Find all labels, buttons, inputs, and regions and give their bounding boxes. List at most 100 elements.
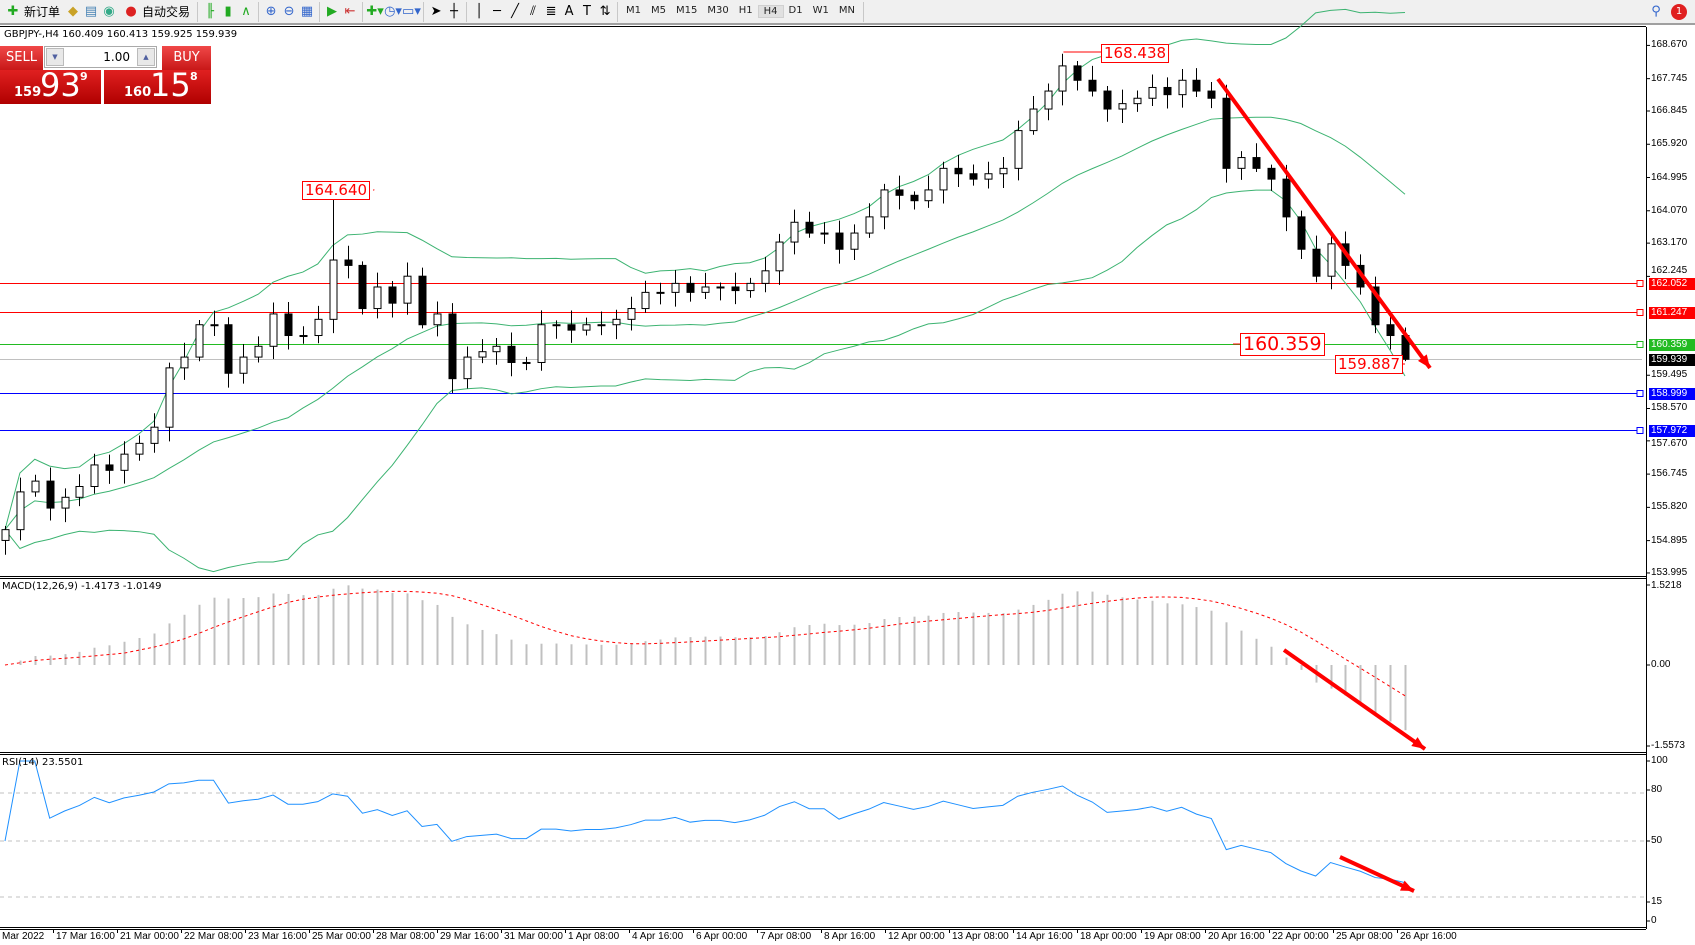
price-tick-label: 154.895 — [1651, 534, 1688, 546]
separator — [319, 1, 321, 22]
level-price-label: 157.972 — [1649, 424, 1695, 437]
lot-increase-button[interactable]: ▲ — [137, 48, 155, 66]
candle-bull — [984, 173, 993, 180]
sell-button[interactable]: SELL — [0, 46, 43, 70]
chart-shift-icon[interactable]: ⇤ — [344, 3, 356, 19]
candle-bear — [284, 313, 293, 337]
autoscroll-icon[interactable]: ▶ — [327, 3, 338, 19]
rsi-tick-label: 100 — [1651, 755, 1668, 766]
candle-bull — [627, 308, 636, 320]
candlestick-icon[interactable]: ▮ — [224, 3, 232, 19]
candle-bull — [16, 491, 25, 531]
candle-bull — [656, 291, 665, 294]
candle-bull — [90, 464, 99, 488]
trendline-icon[interactable]: ╱ — [511, 3, 519, 19]
level-handle — [1636, 341, 1644, 348]
timeframe-m5[interactable]: M5 — [651, 5, 667, 16]
separator — [617, 1, 619, 22]
timeframe-bar: M1 M5 M15 M30 H1 H4 D1 W1 MN — [621, 5, 860, 18]
timeframe-d1[interactable]: D1 — [788, 5, 803, 16]
time-label: 17 Mar 16:00 — [56, 931, 115, 942]
timeframe-m30[interactable]: M30 — [707, 5, 729, 16]
candle-bear — [1222, 97, 1231, 169]
time-label: 31 Mar 00:00 — [504, 931, 563, 942]
buy-button[interactable]: BUY — [162, 46, 211, 70]
macd-trend-arrow — [1282, 648, 1427, 751]
candle-bull — [1327, 243, 1336, 277]
timeframe-m15[interactable]: M15 — [676, 5, 698, 16]
separator — [466, 1, 468, 22]
lot-decrease-button[interactable]: ▼ — [46, 48, 64, 66]
price-tick-label: 156.745 — [1651, 468, 1688, 480]
crosshair-icon[interactable]: ┼ — [450, 3, 458, 19]
search-icon[interactable]: ⚲ — [1651, 3, 1661, 19]
candle-bear — [105, 464, 114, 471]
zoom-out-icon[interactable]: ⊖ — [283, 3, 295, 19]
zoom-in-icon[interactable]: ⊕ — [265, 3, 277, 19]
candle-bull — [1029, 108, 1038, 132]
candle-bear — [1282, 178, 1291, 218]
timeframe-mn[interactable]: MN — [838, 5, 855, 16]
text-label-icon[interactable]: T — [583, 3, 591, 19]
signals-icon[interactable]: ◉ — [103, 3, 115, 19]
vertical-line-icon[interactable]: │ — [475, 3, 483, 19]
market-watch-icon[interactable]: ▤ — [84, 3, 98, 19]
buy-price[interactable]: 160 15 8 — [104, 66, 211, 104]
periods-icon[interactable]: ◷▾ — [384, 3, 402, 19]
candle-bull — [61, 496, 70, 509]
text-icon[interactable]: A — [564, 3, 574, 19]
buy-price-pip: 8 — [190, 70, 198, 83]
candle-bull — [820, 232, 829, 235]
timeframe-h4[interactable]: H4 — [757, 5, 784, 18]
history-center-icon[interactable]: ◆ — [68, 3, 79, 19]
buy-price-big: 160 — [124, 85, 152, 100]
price-tick-label: 164.995 — [1651, 171, 1688, 183]
separator — [197, 1, 199, 22]
horizontal-line-icon[interactable]: ─ — [493, 3, 501, 19]
price-annotation-high2: 168.438 — [1101, 44, 1170, 63]
candle-bull — [254, 345, 263, 358]
price-tick-label: 168.670 — [1651, 39, 1688, 51]
templates-icon[interactable]: ▭▾ — [402, 3, 421, 19]
candle-bear — [1207, 90, 1216, 99]
timeframe-w1[interactable]: W1 — [812, 5, 829, 16]
toolbar: ✚ 新订单 ◆ ▤ ◉ ● 自动交易 ╟ ▮ ∧ ⊕ ⊖ ▦ ▶ ⇤ ✚▾ ◷▾ ▭… — [0, 0, 1695, 25]
line-chart-icon[interactable]: ∧ — [241, 3, 251, 19]
notification-badge[interactable]: 1 — [1671, 3, 1687, 20]
bollinger-lower — [4, 189, 1406, 573]
bollinger-middle — [4, 116, 1406, 530]
candle-bull — [239, 356, 248, 374]
arrows-icon[interactable]: ⇅ — [599, 3, 611, 19]
lot-size-input[interactable]: 1.00 ▼ ▲ — [44, 46, 157, 68]
fibonacci-icon[interactable]: ≣ — [545, 3, 557, 19]
candle-bull — [865, 216, 874, 234]
price-tick-label: 164.070 — [1651, 204, 1688, 216]
rsi-tick-label: 80 — [1651, 784, 1663, 795]
candle-bear — [46, 480, 55, 509]
candle-bull — [716, 286, 725, 289]
sell-price[interactable]: 159 93 9 — [0, 66, 101, 104]
candle-bull — [329, 259, 338, 320]
candle-bull — [701, 286, 710, 293]
timeframe-h1[interactable]: H1 — [738, 5, 753, 16]
separator — [862, 1, 864, 22]
rsi-trend-arrow — [1339, 855, 1415, 893]
candle-bull — [314, 318, 323, 337]
level-price-label: 158.999 — [1649, 387, 1695, 400]
new-order-icon: ✚ — [7, 3, 19, 19]
equidistant-channel-icon[interactable]: ⫽ — [530, 3, 536, 19]
price-annotation-high1: 164.640 — [302, 181, 371, 200]
cursor-icon[interactable]: ➤ — [430, 3, 442, 19]
timeframe-m1[interactable]: M1 — [626, 5, 642, 16]
tile-windows-icon[interactable]: ▦ — [300, 3, 314, 19]
auto-trading-button[interactable]: ● 自动交易 — [118, 1, 194, 23]
candle-bear — [731, 286, 740, 292]
new-order-button[interactable]: ✚ 新订单 — [0, 1, 64, 23]
price-tick-label: 158.570 — [1651, 402, 1688, 414]
indicators-icon[interactable]: ✚▾ — [366, 3, 384, 19]
auto-trading-label: 自动交易 — [142, 5, 191, 19]
bar-chart-icon[interactable]: ╟ — [206, 3, 214, 19]
candle-bull — [492, 345, 501, 353]
candle-bull — [210, 324, 219, 327]
